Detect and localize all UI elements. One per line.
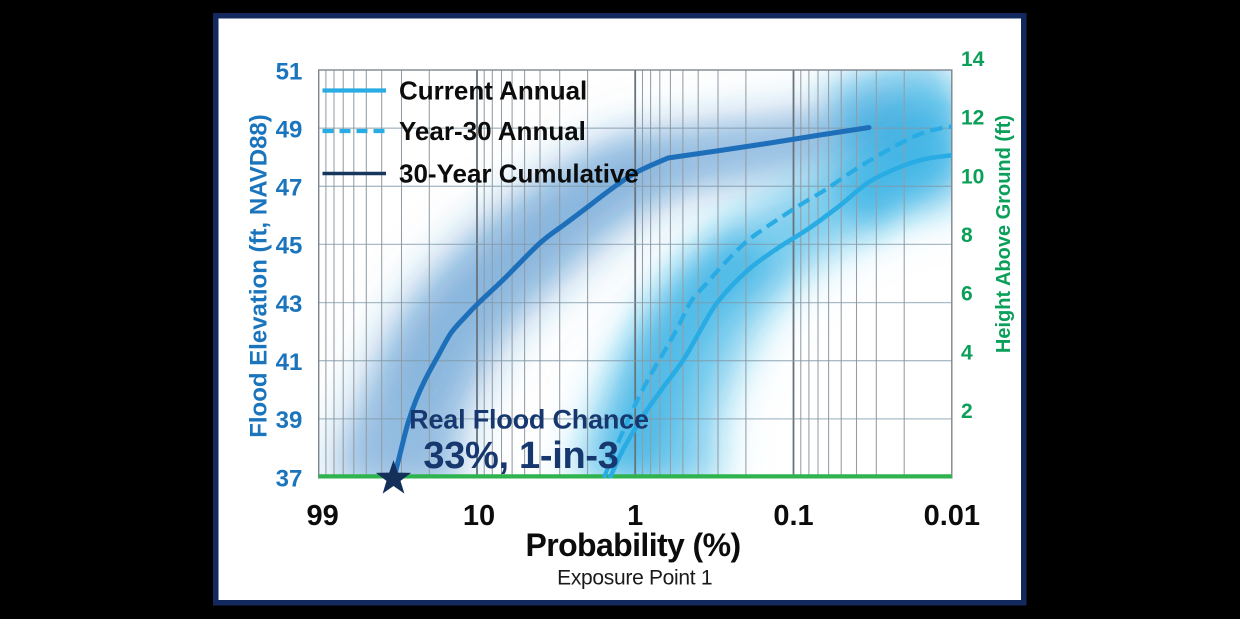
svg-text:45: 45 <box>276 233 303 260</box>
svg-text:14: 14 <box>961 48 985 71</box>
svg-text:6: 6 <box>961 283 973 306</box>
svg-text:4: 4 <box>961 341 973 364</box>
svg-text:Year-30 Annual: Year-30 Annual <box>399 116 586 146</box>
svg-text:30-Year Cumulative: 30-Year Cumulative <box>399 159 639 189</box>
svg-text:Probability (%): Probability (%) <box>525 527 740 563</box>
svg-text:Real Flood Chance: Real Flood Chance <box>409 405 649 435</box>
svg-text:33%, 1-in-3: 33%, 1-in-3 <box>423 435 618 477</box>
svg-text:39: 39 <box>276 407 303 434</box>
svg-text:10: 10 <box>961 165 984 188</box>
svg-text:Exposure Point 1: Exposure Point 1 <box>557 567 712 590</box>
svg-text:Current Annual: Current Annual <box>399 76 587 106</box>
svg-text:12: 12 <box>961 107 984 130</box>
svg-text:2: 2 <box>961 400 973 423</box>
svg-text:99: 99 <box>306 500 338 532</box>
svg-text:43: 43 <box>276 291 303 318</box>
svg-text:8: 8 <box>961 224 973 247</box>
svg-text:0.1: 0.1 <box>773 500 813 532</box>
svg-text:Flood Elevation (ft, NAVD88): Flood Elevation (ft, NAVD88) <box>246 114 273 438</box>
svg-text:0.01: 0.01 <box>924 500 980 532</box>
svg-text:10: 10 <box>463 500 495 532</box>
svg-text:1: 1 <box>627 500 643 532</box>
svg-text:Height Above Ground (ft): Height Above Ground (ft) <box>993 115 1015 353</box>
svg-text:41: 41 <box>276 349 303 376</box>
svg-text:49: 49 <box>276 117 303 144</box>
svg-text:37: 37 <box>276 465 303 492</box>
svg-text:51: 51 <box>276 58 303 85</box>
svg-text:47: 47 <box>276 175 303 202</box>
